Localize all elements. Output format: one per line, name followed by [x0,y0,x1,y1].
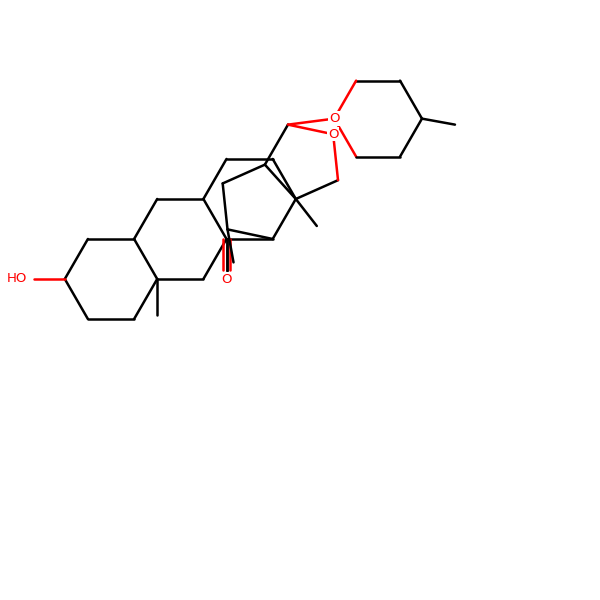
Text: O: O [328,128,338,141]
Text: O: O [329,112,340,125]
Text: HO: HO [7,272,28,286]
Text: O: O [221,272,232,286]
